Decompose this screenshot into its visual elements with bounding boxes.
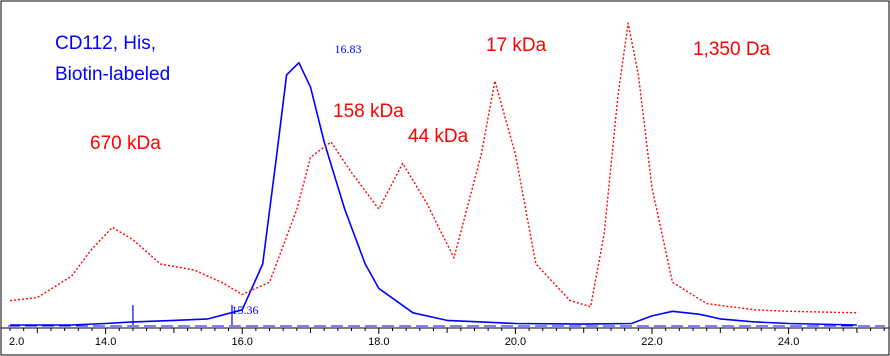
x-tick-label: 22.0 (641, 336, 662, 348)
series-line-standard (9, 22, 857, 314)
series-line-sample (10, 61, 857, 326)
annotation-sample-line2: Biotin-labeled (55, 64, 170, 85)
x-tick-label: 16.0 (232, 336, 253, 348)
x-tick-label: 20.0 (505, 336, 526, 348)
x-tick-label: 18.0 (368, 336, 389, 348)
x-axis-ticks: 2.0 14.0 16.0 18.0 20.0 22.0 24.0 (9, 328, 885, 348)
annotation-670-kda: 670 kDa (90, 133, 161, 154)
annotation-1350-da: 1,350 Da (693, 39, 771, 60)
x-tick-label: 24.0 (778, 336, 799, 348)
peak-label-16-83: 16.83 (335, 42, 362, 56)
x-tick-label: 14.0 (95, 336, 116, 348)
baseline-markers (132, 305, 233, 325)
x-tick-label: 2.0 (9, 336, 24, 348)
annotation-158-kda: 158 kDa (333, 101, 404, 122)
annotation-sample-line1: CD112, His, (55, 33, 156, 54)
annotation-44-kda: 44 kDa (408, 126, 469, 147)
series-layer (9, 22, 857, 326)
peak-label-15-36: 15.36 (232, 303, 259, 317)
annotation-17-kda: 17 kDa (486, 35, 547, 56)
